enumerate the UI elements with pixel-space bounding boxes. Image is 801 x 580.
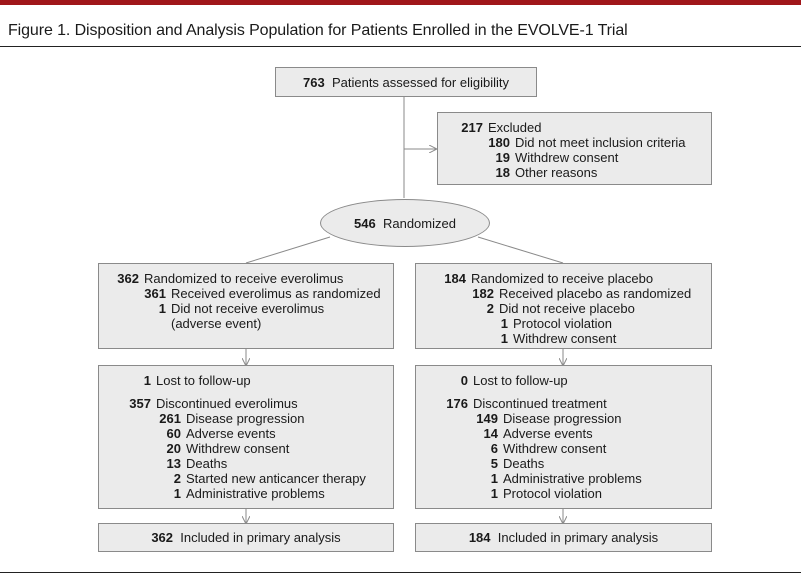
everolimus-not-received-reason: (adverse event) xyxy=(171,316,262,331)
everolimus-reason-count: 1 xyxy=(173,486,181,501)
everolimus-lost-label: Lost to follow-up xyxy=(156,373,251,388)
placebo-discontinued-count: 176 xyxy=(446,396,468,411)
placebo-randomized-label: Randomized to receive placebo xyxy=(471,271,654,286)
everolimus-discontinued-count: 357 xyxy=(129,396,151,411)
excluded-label: Excluded xyxy=(488,120,542,135)
everolimus-analysis-box: 362 Included in primary analysis xyxy=(98,523,394,552)
placebo-not-received-reason-label: Protocol violation xyxy=(513,316,612,331)
placebo-reason-count: 14 xyxy=(483,426,498,441)
placebo-lost-count: 0 xyxy=(460,373,468,388)
everolimus-allocation-box: 362 Randomized to receive everolimus 361 R… xyxy=(98,263,394,349)
figure-title: Figure 1. Disposition and Analysis Popul… xyxy=(8,22,628,39)
placebo-discontinued-label: Discontinued treatment xyxy=(473,396,607,411)
everolimus-reason-label: Deaths xyxy=(186,456,228,471)
placebo-reason-label: Protocol violation xyxy=(503,486,602,501)
randomized-oval: 546 Randomized xyxy=(320,199,490,247)
excluded-box: 217 Excluded 180 Did not meet inclusion cr… xyxy=(437,112,712,185)
placebo-received-label: Received placebo as randomized xyxy=(499,286,692,301)
placebo-analysis-label: Included in primary analysis xyxy=(497,530,659,545)
placebo-allocation-box: 184 Randomized to receive placebo 182 Rece… xyxy=(415,263,712,349)
everolimus-randomized-count: 362 xyxy=(117,271,139,286)
accent-bar xyxy=(0,0,801,5)
assessed-label: Patients assessed for eligibility xyxy=(331,75,509,90)
everolimus-reason-count: 2 xyxy=(173,471,181,486)
excluded-reason-label: Did not meet inclusion criteria xyxy=(515,135,686,150)
connector-randomized-to-placebo xyxy=(477,236,564,264)
randomized-count: 546 xyxy=(354,216,376,231)
everolimus-reason-label: Started new anticancer therapy xyxy=(186,471,366,486)
excluded-count: 217 xyxy=(461,120,483,135)
placebo-reason-label: Disease progression xyxy=(503,411,622,426)
everolimus-reason-label: Disease progression xyxy=(186,411,305,426)
everolimus-not-received-label: Did not receive everolimus xyxy=(171,301,325,316)
connector-randomized-to-everolimus xyxy=(245,236,331,264)
placebo-reason-label: Withdrew consent xyxy=(503,441,607,456)
excluded-reason-label: Other reasons xyxy=(515,165,598,180)
everolimus-reason-label: Withdrew consent xyxy=(186,441,290,456)
title-divider xyxy=(0,46,801,47)
excluded-reason-label: Withdrew consent xyxy=(515,150,619,165)
placebo-not-received-count: 2 xyxy=(486,301,494,316)
placebo-not-received-reason-count: 1 xyxy=(500,316,508,331)
placebo-analysis-box: 184 Included in primary analysis xyxy=(415,523,712,552)
everolimus-reason-count: 20 xyxy=(166,441,181,456)
everolimus-lost-count: 1 xyxy=(143,373,151,388)
excluded-reason-count: 19 xyxy=(495,150,510,165)
everolimus-analysis-label: Included in primary analysis xyxy=(180,530,341,545)
everolimus-reason-label: Adverse events xyxy=(186,426,276,441)
everolimus-received-count: 361 xyxy=(144,286,166,301)
everolimus-reason-count: 13 xyxy=(166,456,181,471)
placebo-not-received-reason-label: Withdrew consent xyxy=(513,331,617,346)
everolimus-received-label: Received everolimus as randomized xyxy=(171,286,381,301)
placebo-received-count: 182 xyxy=(472,286,494,301)
placebo-reason-count: 149 xyxy=(476,411,498,426)
randomized-label: Randomized xyxy=(382,216,456,231)
placebo-lost-label: Lost to follow-up xyxy=(473,373,568,388)
everolimus-analysis-count: 362 xyxy=(151,530,174,545)
placebo-not-received-reason-count: 1 xyxy=(500,331,508,346)
placebo-reason-count: 6 xyxy=(490,441,498,456)
excluded-reason-count: 180 xyxy=(488,135,510,150)
placebo-followup-box: 0 Lost to follow-up 176 Discontinued treat… xyxy=(415,365,712,509)
everolimus-reason-count: 261 xyxy=(159,411,181,426)
everolimus-reason-count: 60 xyxy=(166,426,181,441)
placebo-not-received-label: Did not receive placebo xyxy=(499,301,635,316)
assessed-box: 763 Patients assessed for eligibility xyxy=(275,67,537,97)
placebo-reason-count: 1 xyxy=(490,486,498,501)
placebo-reason-label: Administrative problems xyxy=(503,471,642,486)
placebo-reason-count: 1 xyxy=(490,471,498,486)
everolimus-not-received-count: 1 xyxy=(158,301,166,316)
everolimus-randomized-label: Randomized to receive everolimus xyxy=(144,271,344,286)
placebo-reason-label: Deaths xyxy=(503,456,545,471)
assessed-count: 763 xyxy=(303,75,325,90)
placebo-analysis-count: 184 xyxy=(468,530,491,545)
excluded-reason-count: 18 xyxy=(495,165,510,180)
placebo-reason-count: 5 xyxy=(490,456,498,471)
placebo-reason-label: Adverse events xyxy=(503,426,593,441)
everolimus-reason-label: Administrative problems xyxy=(186,486,325,501)
everolimus-discontinued-label: Discontinued everolimus xyxy=(156,396,298,411)
bottom-divider xyxy=(0,572,801,573)
placebo-randomized-count: 184 xyxy=(444,271,466,286)
everolimus-followup-box: 1 Lost to follow-up 357 Discontinued evero… xyxy=(98,365,394,509)
